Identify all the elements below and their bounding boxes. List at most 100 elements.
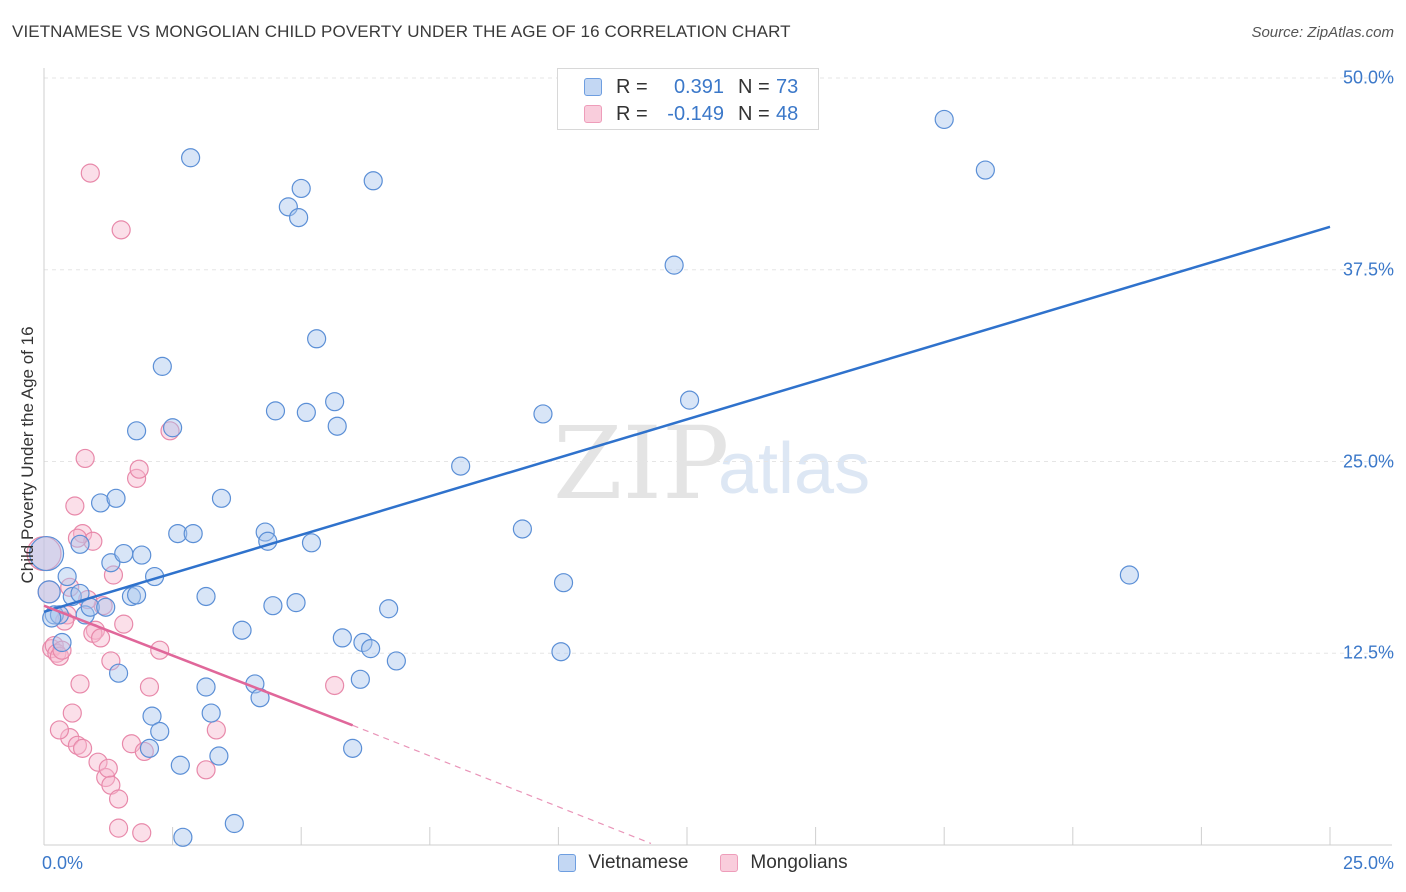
mongolians-point <box>206 720 226 740</box>
vietnamese-point <box>96 597 116 617</box>
n-value: 48 <box>776 102 799 125</box>
vietnamese-point <box>183 523 203 544</box>
vietnamese-point <box>173 827 193 847</box>
watermark-zip: ZIP <box>553 405 730 522</box>
mongolians-point <box>67 735 88 755</box>
chart-title: VIETNAMESE VS MONGOLIAN CHILD POVERTY UN… <box>12 22 791 41</box>
vietnamese-point <box>150 721 170 742</box>
mongolians-point <box>111 220 131 240</box>
mongolians-point <box>60 728 80 748</box>
vietnamese-point <box>679 390 700 410</box>
vietnamese-point <box>1119 565 1139 585</box>
mongolians-point <box>80 163 100 183</box>
mongolians-point <box>98 758 118 778</box>
vietnamese-point <box>224 813 244 834</box>
mongolians-point <box>132 823 152 843</box>
vietnamese-point <box>934 109 954 130</box>
y-tick-label: 37.5% <box>1342 259 1394 280</box>
vietnamese-point <box>350 669 370 689</box>
vietnamese-point <box>307 329 327 349</box>
vietnamese-point <box>52 632 72 653</box>
legend-item-mongolians: Mongolians <box>720 852 848 874</box>
y-axis-label: Child Poverty Under the Age of 16 <box>18 326 37 584</box>
vietnamese-point <box>201 703 221 723</box>
vietnamese-point <box>332 628 352 648</box>
vietnamese-point <box>70 534 90 554</box>
vietnamese-point <box>142 706 162 726</box>
vietnamese-point <box>90 493 111 513</box>
legend-label-mongolians: Mongolians <box>750 852 848 873</box>
mongolians-trend-extension <box>352 724 652 845</box>
mongolians-point <box>62 703 82 723</box>
grid-lines <box>44 77 1392 654</box>
r-value: 0.391 <box>673 75 724 98</box>
vietnamese-point <box>170 755 190 775</box>
vietnamese-points <box>28 109 1139 847</box>
vietnamese-point <box>553 573 574 593</box>
x-tick-label: 25.0% <box>1342 853 1394 873</box>
vietnamese-point <box>196 677 216 697</box>
n-label: N = <box>738 75 770 98</box>
vietnamese-point <box>265 401 286 421</box>
r-label: R = <box>616 102 648 125</box>
vietnamese-point <box>551 642 571 662</box>
vietnamese-point <box>70 583 90 604</box>
mongolians-points <box>26 163 345 843</box>
axes <box>43 68 1392 846</box>
legend-swatch-blue <box>584 78 602 96</box>
y-tick-label: 50.0% <box>1342 67 1394 88</box>
mongolians-point <box>108 818 129 838</box>
r-value: -0.149 <box>667 102 724 125</box>
vietnamese-point <box>108 663 129 683</box>
mongolians-point <box>101 651 121 671</box>
vietnamese-point <box>263 596 283 616</box>
vietnamese-point <box>664 255 684 275</box>
vietnamese-point <box>209 746 229 766</box>
mongolians-point <box>134 741 154 762</box>
vietnamese-point <box>363 171 383 191</box>
mongolians-point <box>196 760 216 780</box>
x-tick-label: 0.0% <box>42 853 84 873</box>
mongolians-point <box>70 674 90 694</box>
vietnamese-point <box>114 543 134 564</box>
mongolians-point <box>75 448 95 469</box>
mongolians-point <box>47 643 67 663</box>
vietnamese-point <box>289 207 309 228</box>
vietnamese-point <box>232 620 252 640</box>
legend-swatch-blue <box>558 854 577 872</box>
mongolians-point <box>90 628 111 648</box>
vietnamese-point <box>296 402 316 423</box>
y-tick-label: 12.5% <box>1342 642 1394 663</box>
vietnamese-point <box>512 519 532 539</box>
watermark-atlas: atlas <box>718 429 871 509</box>
vietnamese-point <box>291 178 311 199</box>
legend-label-vietnamese: Vietnamese <box>588 852 689 873</box>
vietnamese-point <box>132 545 152 565</box>
mongolians-point <box>325 675 345 696</box>
mongolians-point <box>160 421 180 441</box>
vietnamese-point <box>327 416 347 436</box>
vietnamese-point <box>139 738 160 758</box>
vietnamese-point <box>168 523 188 544</box>
legend-row-mongolians: R = -0.149 N = 48 <box>584 101 798 127</box>
vietnamese-point <box>361 639 381 659</box>
mongolians-point <box>103 565 124 585</box>
vietnamese-point <box>533 404 553 424</box>
mongolians-point <box>129 459 149 479</box>
mongolians-point <box>108 789 129 809</box>
vietnamese-point <box>106 488 126 508</box>
n-label: N = <box>738 102 770 125</box>
vietnamese-point <box>196 586 216 607</box>
source-credit: Source: ZipAtlas.com <box>1251 24 1394 41</box>
mongolians-point <box>139 677 160 697</box>
vietnamese-point <box>57 566 77 587</box>
mongolians-point <box>88 752 108 772</box>
correlation-legend: R = 0.391 N = 73 R = -0.149 N = 48 <box>557 68 819 130</box>
vietnamese-point <box>126 585 147 605</box>
legend-swatch-pink <box>584 105 602 123</box>
vietnamese-point <box>126 421 147 441</box>
trend-lines <box>43 225 1331 845</box>
vietnamese-point <box>379 599 399 619</box>
vietnamese-trend-line <box>43 225 1331 614</box>
